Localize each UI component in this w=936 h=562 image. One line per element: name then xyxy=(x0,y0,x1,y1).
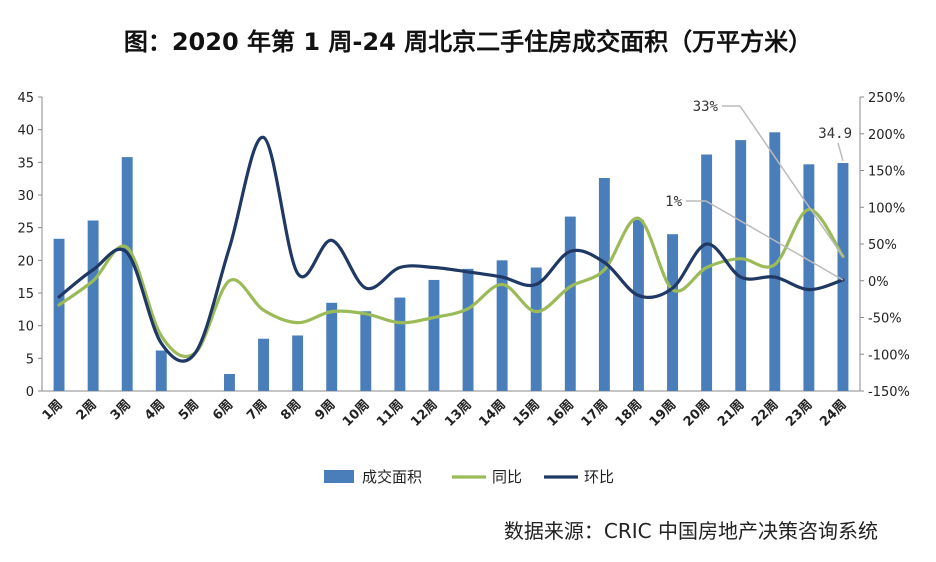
bar-22周 xyxy=(769,132,781,391)
category-label: 17周 xyxy=(579,397,612,430)
category-label: 22周 xyxy=(749,397,782,430)
category-label: 13周 xyxy=(442,397,475,430)
legend-label: 同比 xyxy=(492,468,522,486)
annotation-leader xyxy=(705,200,844,281)
bar-10周 xyxy=(360,311,372,391)
right-tick-label: 200% xyxy=(868,128,905,143)
category-label: 6周 xyxy=(210,397,236,423)
data-source: 数据来源：CRIC 中国房地产决策咨询系统 xyxy=(503,519,878,543)
category-label: 1周 xyxy=(40,397,66,423)
category-label: 21周 xyxy=(715,397,748,430)
category-label: 2周 xyxy=(74,397,100,423)
bar-9周 xyxy=(326,302,338,391)
left-tick-label: 10 xyxy=(17,320,34,335)
legend-label: 环比 xyxy=(584,468,614,486)
bar-4周 xyxy=(155,350,167,391)
annotation-mom: 1% xyxy=(665,194,682,210)
category-label: 16周 xyxy=(545,397,578,430)
category-label: 20周 xyxy=(681,397,714,430)
left-tick-label: 20 xyxy=(17,254,34,269)
category-label: 15周 xyxy=(510,397,543,430)
category-label: 5周 xyxy=(176,397,202,423)
bar-21周 xyxy=(735,140,747,391)
category-label: 9周 xyxy=(312,397,338,423)
annotation-leader xyxy=(739,105,844,257)
category-label: 3周 xyxy=(108,397,134,423)
category-label: 23周 xyxy=(783,397,816,430)
annotation-leader xyxy=(837,142,844,162)
right-tick-label: -150% xyxy=(868,385,910,400)
category-label: 12周 xyxy=(408,397,441,430)
bar-6周 xyxy=(224,374,235,391)
legend-label: 成交面积 xyxy=(362,468,422,486)
bar-20周 xyxy=(701,154,713,391)
category-label: 10周 xyxy=(340,397,373,430)
left-tick-label: 5 xyxy=(26,352,34,367)
chart-title: 图：2020 年第 1 周-24 周北京二手住房成交面积（万平方米） xyxy=(123,28,813,56)
right-tick-label: -50% xyxy=(868,312,902,327)
left-tick-label: 35 xyxy=(17,156,34,171)
left-tick-label: 30 xyxy=(17,189,34,204)
bar-23周 xyxy=(803,164,815,391)
left-tick-label: 15 xyxy=(17,287,34,302)
bar-19周 xyxy=(667,234,678,391)
bar-18周 xyxy=(633,219,644,391)
category-label: 11周 xyxy=(374,397,407,430)
category-label: 7周 xyxy=(244,397,270,423)
bar-12周 xyxy=(428,279,440,391)
right-tick-label: 100% xyxy=(868,201,905,216)
bar-11周 xyxy=(394,297,406,391)
left-tick-label: 40 xyxy=(17,124,34,139)
right-tick-label: 250% xyxy=(868,91,905,106)
right-tick-label: 150% xyxy=(868,165,905,180)
bar-16周 xyxy=(564,216,576,391)
line-同比 xyxy=(57,207,845,359)
left-tick-label: 45 xyxy=(17,91,34,106)
annotation-area: 34.9 xyxy=(818,126,852,142)
bar-1周 xyxy=(53,238,65,391)
category-label: 14周 xyxy=(476,397,509,430)
line-环比 xyxy=(57,135,845,363)
bar-13周 xyxy=(462,268,474,391)
bar-15周 xyxy=(530,267,542,391)
bar-3周 xyxy=(121,157,133,391)
category-label: 18周 xyxy=(613,397,646,430)
bar-14周 xyxy=(496,260,508,391)
category-label: 24周 xyxy=(817,397,850,430)
category-label: 8周 xyxy=(278,397,304,423)
left-tick-label: 25 xyxy=(17,222,34,237)
category-label: 19周 xyxy=(647,397,680,430)
bar-8周 xyxy=(292,335,304,391)
left-tick-label: 0 xyxy=(26,385,34,400)
right-tick-label: 0% xyxy=(868,275,889,290)
bar-17周 xyxy=(598,178,610,391)
right-tick-label: -100% xyxy=(868,348,910,363)
category-label: 4周 xyxy=(142,397,168,423)
bar-7周 xyxy=(258,338,269,391)
bar-2周 xyxy=(87,220,99,391)
right-tick-label: 50% xyxy=(868,238,897,253)
legend-swatch-bar xyxy=(324,470,354,483)
annotation-yoy: 33% xyxy=(693,99,719,115)
bar-24周 xyxy=(837,162,849,391)
